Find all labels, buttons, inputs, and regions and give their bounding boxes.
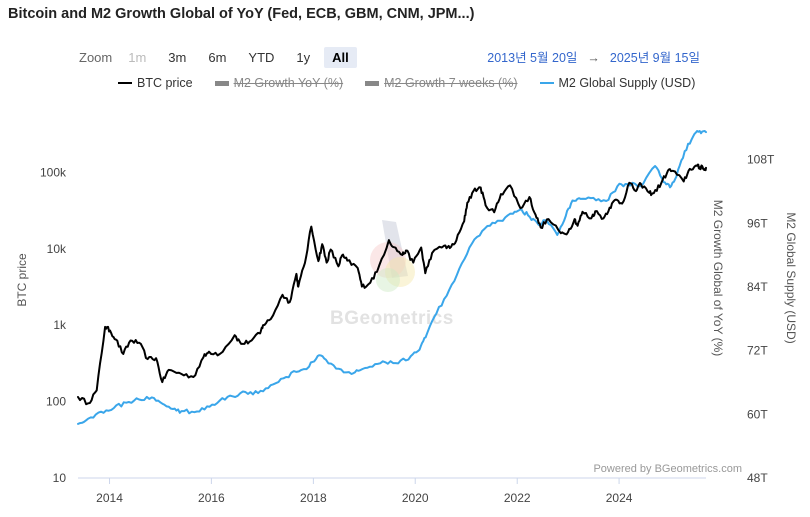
y-right-tick-label-48T: 48T xyxy=(747,471,768,485)
legend-label-btc: BTC price xyxy=(137,76,193,90)
range-from-date[interactable]: 2013년 5월 20일 xyxy=(487,51,578,65)
y-left-tick-label-100: 100 xyxy=(46,395,66,409)
zoom-label: Zoom xyxy=(79,49,113,65)
range-arrow: → xyxy=(587,51,600,65)
legend-item-btc-price[interactable]: BTC price xyxy=(118,76,193,90)
zoom-1m-button[interactable]: 1m xyxy=(128,49,147,65)
x-tick-label-2018: 2018 xyxy=(300,491,327,505)
legend-item-m2-growth-yoy[interactable]: M2 Growth YoY (%) xyxy=(214,76,344,90)
credits-link[interactable]: Powered by BGeometrics.com xyxy=(593,463,742,475)
y-right-outer-axis-title: M2 Global Supply (USD) xyxy=(784,212,798,343)
series-line-btc-price[interactable] xyxy=(77,163,707,406)
watermark: BGeometrics xyxy=(330,308,454,329)
legend-label-m2-yoy: M2 Growth YoY (%) xyxy=(233,76,344,90)
x-tick-label-2016: 2016 xyxy=(198,491,225,505)
y-right-tick-label-84T: 84T xyxy=(747,280,768,294)
y-left-axis-title: BTC price xyxy=(15,253,29,307)
legend-label-m2-supply: M2 Global Supply (USD) xyxy=(558,76,696,90)
legend-line-btc xyxy=(118,82,132,84)
series-line-m2-supply[interactable] xyxy=(77,130,707,425)
y-right-tick-label-72T: 72T xyxy=(747,344,768,358)
y-right-inner-axis-title: M2 Growth Global of YoY (%) xyxy=(711,200,725,357)
zoom-1y-button[interactable]: 1y xyxy=(296,49,311,65)
zoom-bar: Zoom 1m 3m 6m YTD 1y All xyxy=(79,46,363,68)
legend-line-m2-7w xyxy=(365,80,380,86)
legend-label-m2-7w: M2 Growth 7 weeks (%) xyxy=(384,76,518,90)
x-tick-label-2022: 2022 xyxy=(504,491,531,505)
y-right-tick-label-108T: 108T xyxy=(747,153,775,167)
x-tick-label-2014: 2014 xyxy=(96,491,123,505)
zoom-all-button[interactable]: All xyxy=(324,46,357,68)
zoom-6m-button[interactable]: 6m xyxy=(208,49,227,65)
chart-title: Bitcoin and M2 Growth Global of YoY (Fed… xyxy=(8,6,475,22)
y-left-tick-label-10: 10 xyxy=(53,471,67,485)
y-left-tick-label-10k: 10k xyxy=(47,242,67,256)
y-left-tick-label-100k: 100k xyxy=(40,165,67,179)
zoom-3m-button[interactable]: 3m xyxy=(168,49,187,65)
zoom-ytd-button[interactable]: YTD xyxy=(248,49,275,65)
chart-legend: BTC price M2 Growth YoY (%) M2 Growth 7 … xyxy=(118,76,717,90)
legend-item-m2-supply[interactable]: M2 Global Supply (USD) xyxy=(539,76,696,90)
legend-line-m2-yoy xyxy=(214,80,229,86)
x-tick-label-2020: 2020 xyxy=(402,491,429,505)
range-to-date[interactable]: 2025년 9월 15일 xyxy=(609,51,700,65)
legend-item-m2-growth-7w[interactable]: M2 Growth 7 weeks (%) xyxy=(365,76,518,90)
x-tick-label-2024: 2024 xyxy=(606,491,633,505)
legend-line-m2-supply xyxy=(539,82,554,84)
y-right-tick-label-96T: 96T xyxy=(747,216,768,230)
date-range-display: 2013년 5월 20일 → 2025년 9월 15일 xyxy=(487,47,700,66)
y-left-tick-label-1k: 1k xyxy=(53,318,67,332)
y-right-tick-label-60T: 60T xyxy=(747,407,768,421)
